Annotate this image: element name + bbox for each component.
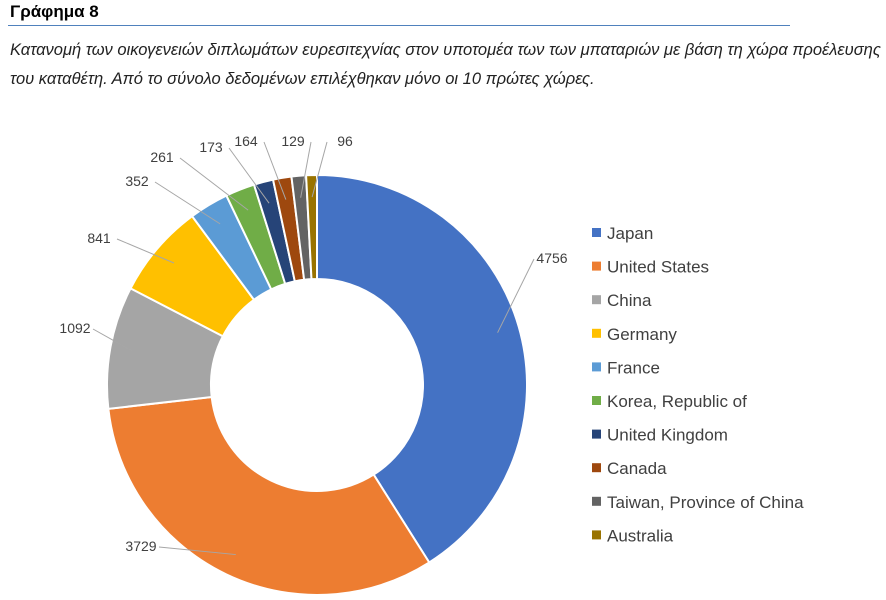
leader-line bbox=[300, 141, 312, 198]
legend-label: Germany bbox=[607, 325, 677, 344]
leader-line bbox=[311, 141, 328, 198]
data-label: 1092 bbox=[59, 320, 90, 336]
data-label: 261 bbox=[150, 149, 174, 165]
data-label: 841 bbox=[87, 230, 111, 246]
legend-swatch bbox=[592, 261, 601, 271]
slice-united-states bbox=[107, 395, 431, 596]
legend-label: Japan bbox=[607, 224, 653, 243]
legend-label: Australia bbox=[607, 526, 674, 545]
legend-label: France bbox=[607, 358, 660, 377]
legend-label: United Kingdom bbox=[607, 426, 728, 445]
legend-label: United States bbox=[607, 258, 709, 277]
data-label: 129 bbox=[281, 133, 305, 149]
leader-line bbox=[228, 147, 270, 204]
legend-swatch bbox=[592, 295, 601, 305]
legend-swatch bbox=[592, 396, 601, 405]
legend-swatch bbox=[592, 362, 601, 372]
leader-line bbox=[116, 238, 175, 264]
legend-label: Korea, Republic of bbox=[607, 392, 747, 411]
legend-label: Taiwan, Province of China bbox=[607, 493, 804, 512]
legend-label: China bbox=[607, 291, 652, 310]
data-label: 96 bbox=[337, 133, 353, 149]
data-label: 164 bbox=[234, 133, 258, 149]
leader-line bbox=[158, 546, 236, 556]
legend-swatch bbox=[592, 228, 601, 237]
leader-line bbox=[497, 258, 535, 333]
leader-line bbox=[263, 141, 287, 200]
leader-line bbox=[154, 181, 221, 225]
legend-swatch bbox=[592, 530, 601, 540]
title-divider bbox=[8, 25, 790, 26]
legend-swatch bbox=[592, 463, 601, 473]
leader-lines bbox=[92, 141, 535, 556]
leader-line bbox=[92, 328, 133, 352]
legend-label: Canada bbox=[607, 459, 667, 478]
slice-japan bbox=[316, 173, 528, 564]
figure-title: Γράφημα 8 bbox=[10, 2, 99, 21]
chart-legend: Japan United States China Germany France Kore… bbox=[592, 224, 804, 545]
figure-caption: Κατανομή των οικογενειών διπλωμάτων ευρε… bbox=[10, 41, 881, 88]
slice-australia bbox=[305, 173, 318, 281]
legend-swatch bbox=[592, 429, 601, 439]
legend-swatch bbox=[592, 328, 601, 338]
data-label: 352 bbox=[125, 173, 149, 189]
data-label: 4756 bbox=[536, 250, 567, 266]
legend-swatch bbox=[592, 496, 601, 506]
chart-slices bbox=[106, 173, 528, 596]
data-label: 3729 bbox=[125, 538, 156, 554]
data-label: 173 bbox=[199, 139, 223, 155]
leader-line bbox=[179, 157, 249, 211]
